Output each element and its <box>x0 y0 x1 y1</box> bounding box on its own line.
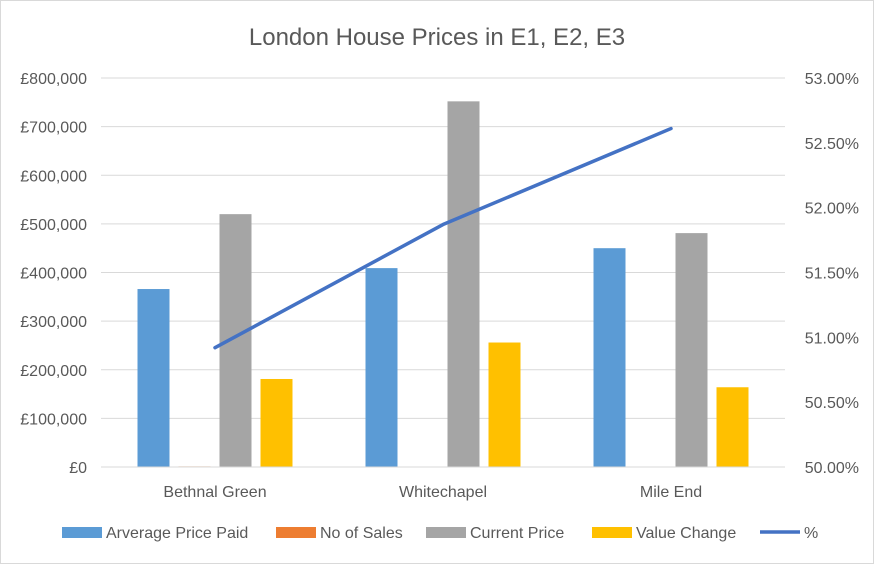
bar <box>593 248 626 467</box>
right-tick-label: 50.00% <box>805 460 859 477</box>
bar <box>447 101 480 467</box>
category-label: Whitechapel <box>399 484 487 501</box>
legend-label: Current Price <box>470 525 564 542</box>
bar <box>260 378 293 467</box>
right-tick-label: 53.00% <box>805 71 859 88</box>
legend-label: Arverage Price Paid <box>106 525 248 542</box>
left-tick-label: £600,000 <box>20 168 87 185</box>
bar <box>219 214 252 467</box>
right-tick-label: 51.50% <box>805 266 859 283</box>
bar <box>675 233 708 467</box>
left-axis: £0 £100,000 £200,000 £300,000 £400,000 £500,0… <box>20 71 87 477</box>
category-label: Bethnal Green <box>163 484 266 501</box>
left-tick-label: £0 <box>69 460 87 477</box>
left-tick-label: £800,000 <box>20 71 87 88</box>
right-tick-label: 52.00% <box>805 201 859 218</box>
legend-label: % <box>804 525 818 542</box>
legend: Arverage Price Paid No of Sales Current Pr… <box>62 525 818 542</box>
legend-label: No of Sales <box>320 525 403 542</box>
bar <box>488 342 521 467</box>
category-label: Mile End <box>640 484 702 501</box>
legend-swatch <box>592 527 632 538</box>
left-tick-label: £500,000 <box>20 217 87 234</box>
series-line <box>213 126 673 350</box>
bar <box>137 289 170 467</box>
legend-swatch <box>62 527 102 538</box>
legend-swatch <box>276 527 316 538</box>
bar <box>716 387 749 467</box>
right-tick-label: 52.50% <box>805 136 859 153</box>
left-tick-label: £700,000 <box>20 120 87 137</box>
line-series <box>213 126 673 350</box>
legend-swatch <box>426 527 466 538</box>
legend-label: Value Change <box>636 525 736 542</box>
left-tick-label: £400,000 <box>20 266 87 283</box>
right-tick-label: 51.00% <box>805 330 859 347</box>
bar-series <box>137 101 749 467</box>
left-tick-label: £100,000 <box>20 411 87 428</box>
right-axis: 50.00% 50.50% 51.00% 51.50% 52.00% 52.50% 53.0… <box>805 71 859 477</box>
category-labels: Bethnal Green Whitechapel Mile End <box>163 484 702 501</box>
chart-title: London House Prices in E1, E2, E3 <box>249 24 625 51</box>
right-tick-label: 50.50% <box>805 395 859 412</box>
bar <box>365 268 398 467</box>
left-tick-label: £300,000 <box>20 314 87 331</box>
left-tick-label: £200,000 <box>20 363 87 380</box>
